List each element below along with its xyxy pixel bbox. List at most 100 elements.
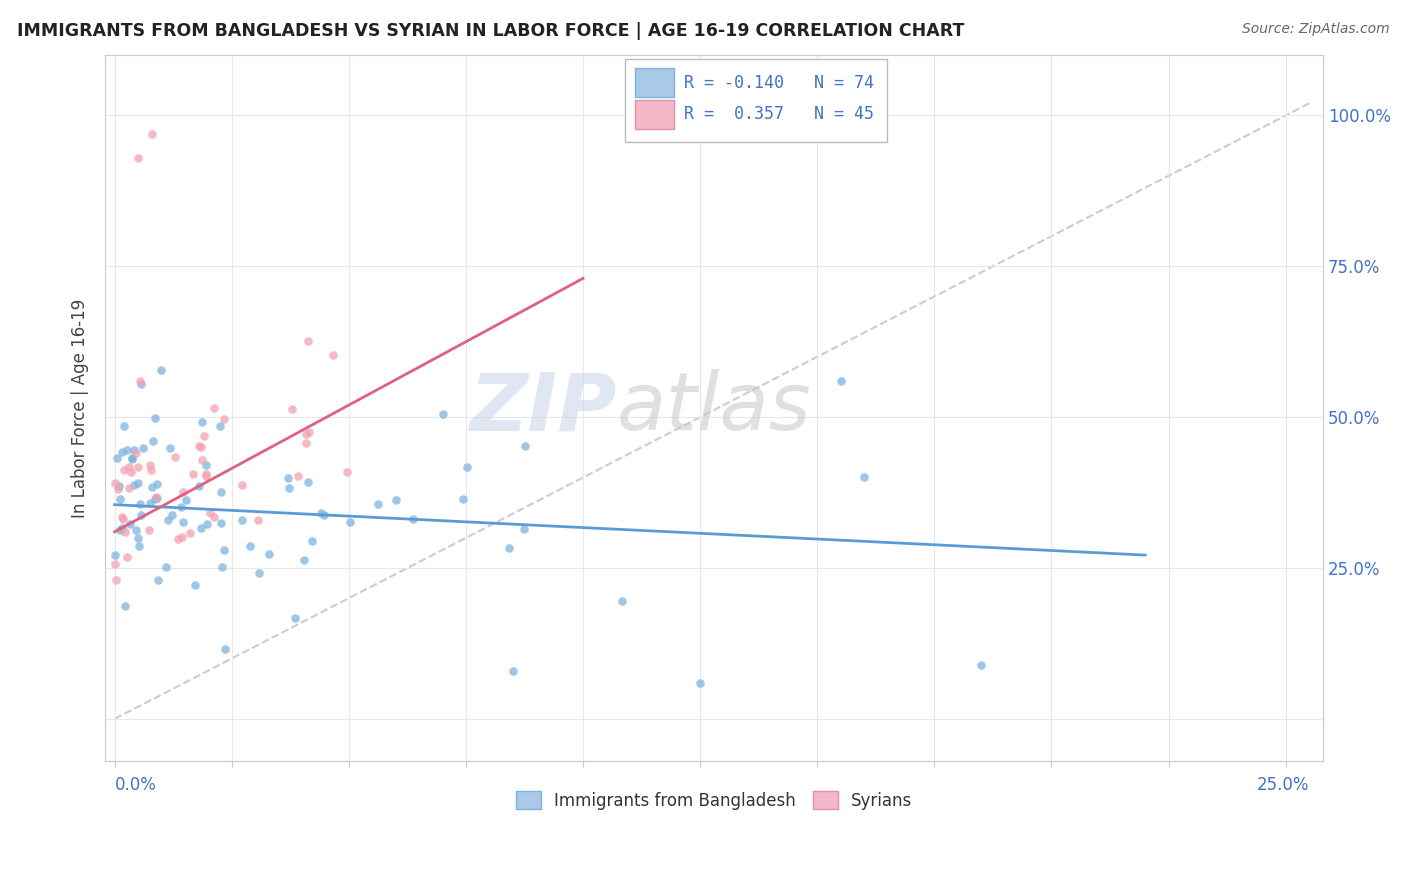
Text: 0.0%: 0.0% bbox=[114, 776, 156, 794]
Point bbox=[191, 453, 214, 467]
Point bbox=[115, 549, 138, 564]
Point bbox=[139, 462, 162, 476]
Point bbox=[384, 493, 406, 508]
Point bbox=[211, 559, 233, 574]
Text: IMMIGRANTS FROM BANGLADESH VS SYRIAN IN LABOR FORCE | AGE 16-19 CORRELATION CHAR: IMMIGRANTS FROM BANGLADESH VS SYRIAN IN … bbox=[17, 22, 965, 40]
Point bbox=[127, 476, 149, 491]
Point bbox=[190, 521, 212, 535]
Point bbox=[111, 445, 134, 459]
Point bbox=[104, 476, 127, 491]
Point bbox=[112, 418, 135, 433]
Point bbox=[118, 459, 141, 474]
Point bbox=[246, 513, 269, 527]
Point bbox=[278, 481, 301, 495]
Point bbox=[212, 412, 235, 426]
Point bbox=[195, 469, 218, 483]
Point bbox=[110, 521, 132, 535]
Point bbox=[115, 442, 138, 457]
Text: 25.0%: 25.0% bbox=[1257, 776, 1309, 794]
Point bbox=[194, 467, 217, 482]
Point bbox=[146, 491, 169, 506]
Point bbox=[179, 526, 201, 541]
Point bbox=[172, 516, 194, 530]
FancyBboxPatch shape bbox=[636, 68, 673, 97]
Point bbox=[336, 465, 359, 479]
Point bbox=[309, 506, 332, 520]
Point bbox=[155, 560, 177, 574]
Point bbox=[124, 477, 146, 491]
Point bbox=[297, 334, 319, 349]
Point bbox=[127, 151, 149, 165]
Point bbox=[280, 401, 302, 416]
Point bbox=[111, 510, 134, 524]
Point bbox=[124, 442, 146, 457]
Point bbox=[138, 523, 160, 537]
Point bbox=[114, 599, 136, 614]
Point bbox=[118, 481, 141, 495]
Point bbox=[322, 348, 344, 362]
Point bbox=[188, 479, 211, 493]
Point bbox=[277, 470, 299, 484]
Point bbox=[128, 374, 150, 388]
Point bbox=[198, 506, 221, 520]
Point bbox=[193, 429, 215, 443]
Text: R = -0.140   N = 74: R = -0.140 N = 74 bbox=[683, 74, 873, 92]
Y-axis label: In Labor Force | Age 16-19: In Labor Force | Age 16-19 bbox=[72, 299, 89, 517]
Point bbox=[195, 517, 218, 532]
Point bbox=[142, 434, 165, 449]
Point bbox=[143, 411, 166, 425]
Point bbox=[149, 363, 172, 377]
FancyBboxPatch shape bbox=[636, 100, 673, 129]
Point bbox=[107, 479, 129, 493]
FancyBboxPatch shape bbox=[626, 59, 887, 142]
Point bbox=[367, 497, 389, 511]
Point bbox=[190, 440, 212, 454]
Point bbox=[121, 452, 143, 467]
Legend: Immigrants from Bangladesh, Syrians: Immigrants from Bangladesh, Syrians bbox=[509, 785, 920, 816]
Point bbox=[159, 441, 181, 455]
Point bbox=[167, 533, 190, 547]
Point bbox=[120, 465, 142, 479]
Point bbox=[231, 513, 253, 527]
Point bbox=[512, 522, 534, 536]
Point bbox=[295, 426, 318, 441]
Point bbox=[114, 525, 136, 540]
Point bbox=[202, 401, 225, 415]
Point bbox=[111, 512, 134, 526]
Point bbox=[247, 566, 270, 580]
Point bbox=[125, 446, 148, 460]
Point bbox=[239, 539, 262, 553]
Point bbox=[301, 534, 323, 549]
Point bbox=[451, 492, 474, 507]
Text: atlas: atlas bbox=[617, 369, 811, 447]
Point bbox=[145, 491, 167, 505]
Point bbox=[339, 516, 361, 530]
Point bbox=[287, 468, 309, 483]
Point bbox=[165, 450, 187, 465]
Point bbox=[202, 509, 225, 524]
Point bbox=[295, 436, 318, 450]
Point bbox=[127, 459, 149, 474]
Point bbox=[195, 458, 218, 472]
Point bbox=[143, 491, 166, 506]
Point bbox=[129, 376, 152, 391]
Point bbox=[129, 497, 152, 511]
Point bbox=[146, 477, 169, 491]
Point bbox=[121, 450, 143, 465]
Point bbox=[212, 543, 235, 558]
Point bbox=[312, 508, 335, 522]
Point bbox=[170, 531, 193, 545]
Point bbox=[105, 450, 128, 465]
Text: ZIP: ZIP bbox=[470, 369, 617, 447]
Point bbox=[456, 459, 478, 474]
Point bbox=[853, 470, 876, 484]
Point bbox=[209, 485, 232, 500]
Point bbox=[174, 492, 197, 507]
Point bbox=[108, 523, 131, 537]
Point bbox=[141, 127, 163, 141]
Point bbox=[118, 516, 141, 531]
Point bbox=[970, 657, 993, 672]
Point bbox=[231, 477, 253, 491]
Point bbox=[214, 641, 236, 656]
Text: R =  0.357   N = 45: R = 0.357 N = 45 bbox=[683, 105, 873, 123]
